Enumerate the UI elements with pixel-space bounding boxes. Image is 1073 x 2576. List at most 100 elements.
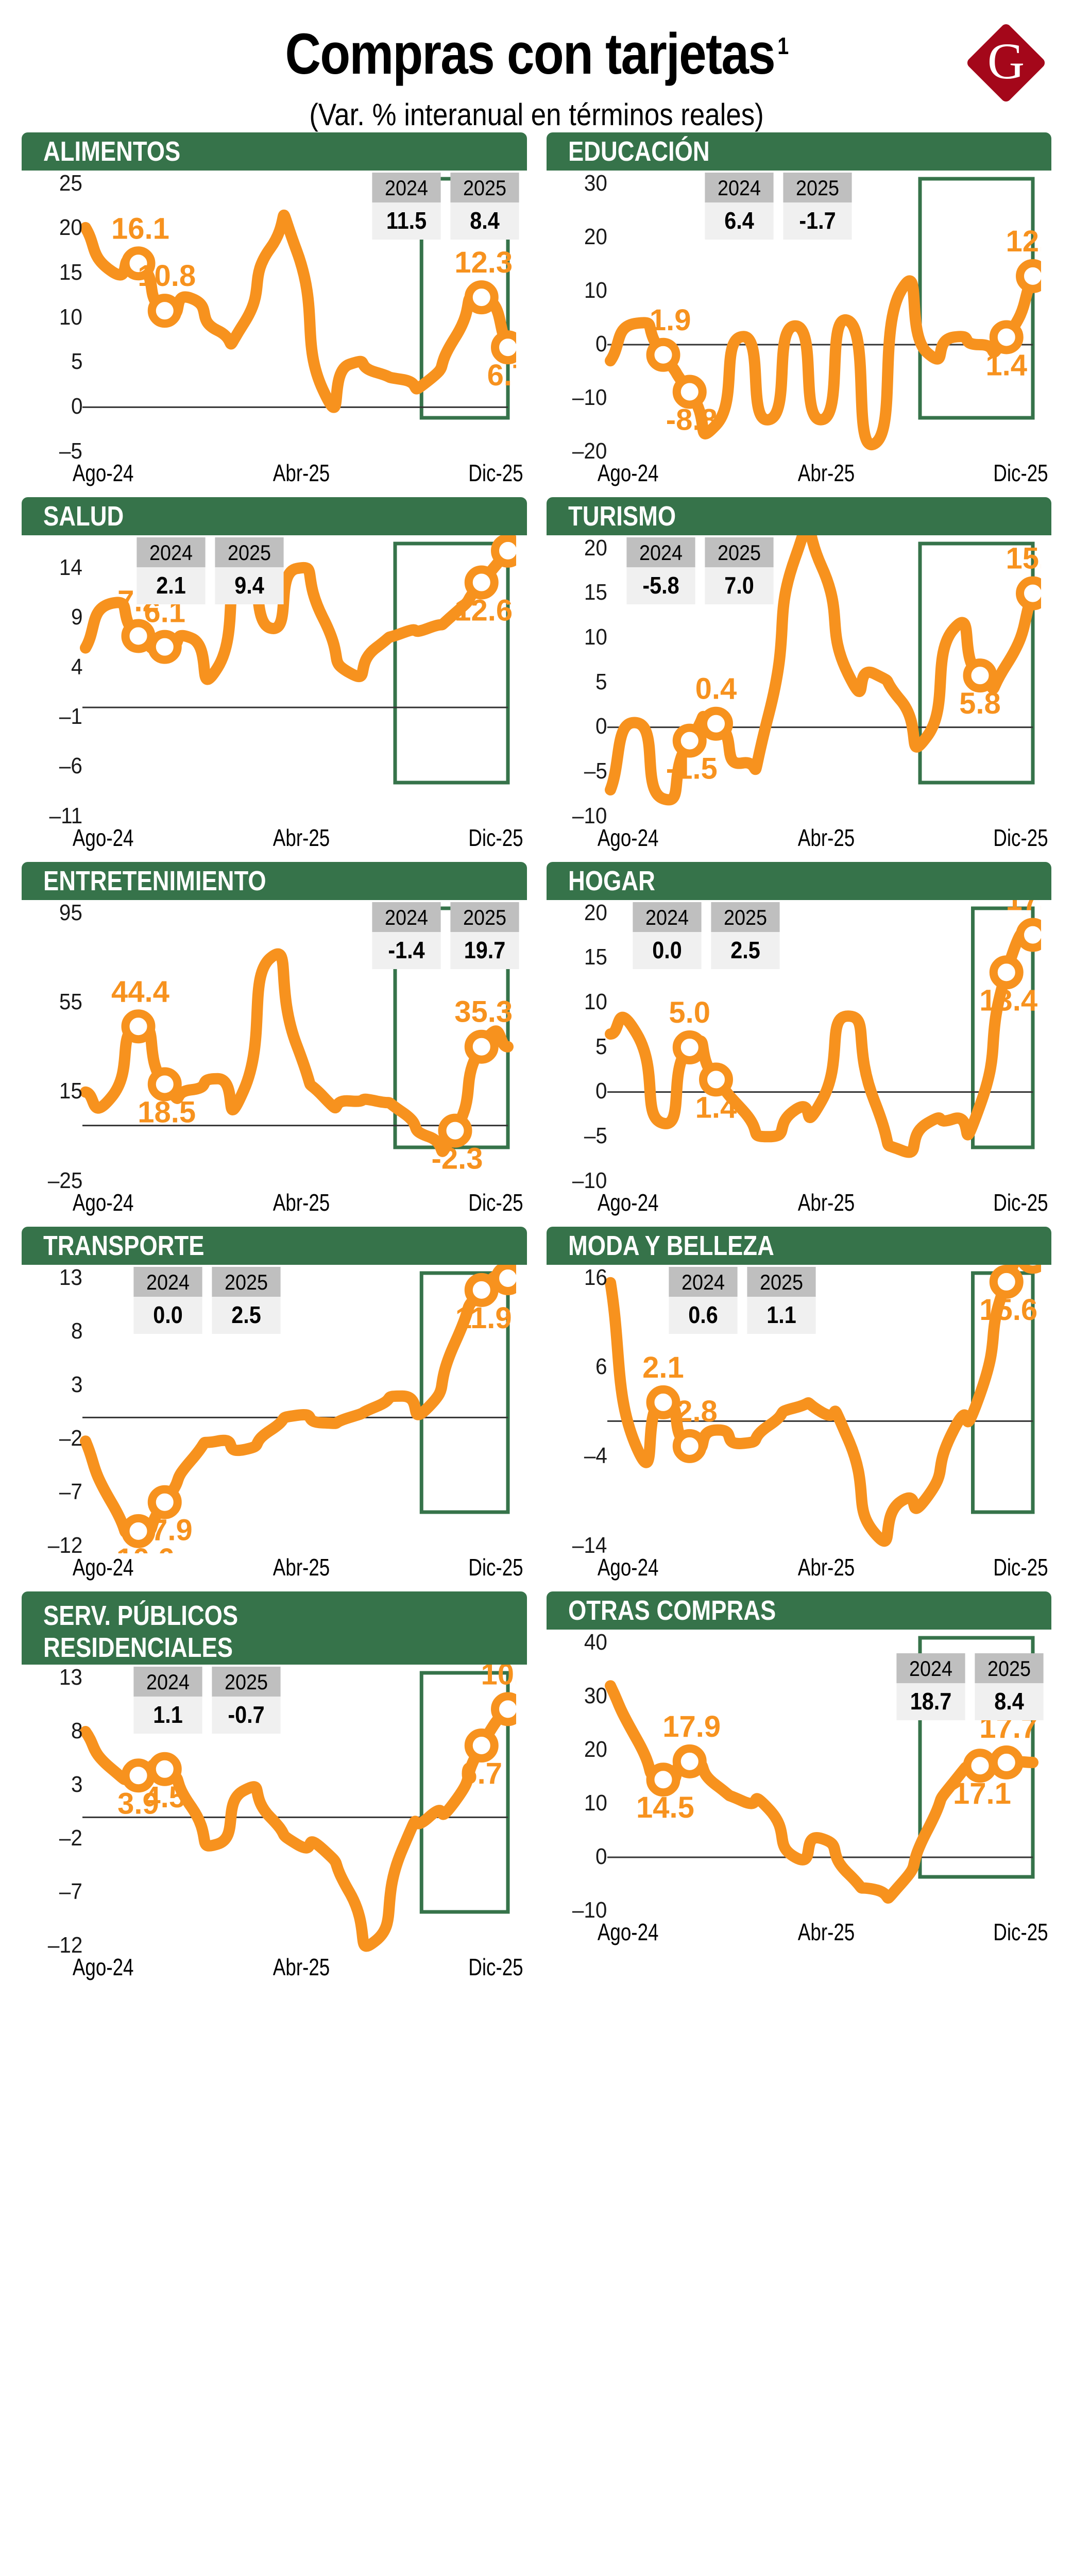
panel-title: SALUD [43,500,124,532]
y-tick-label: 30 [584,1683,607,1708]
y-tick-label: –5 [584,758,607,784]
summary-table-value: -0.7 [212,1696,281,1734]
y-tick-label: 10 [584,277,607,303]
y-tick-label: 4 [71,654,82,680]
summary-table-year: 2025 [782,172,852,202]
summary-table-value: 7.0 [704,567,774,604]
data-label: 17.6 [1006,900,1041,917]
chart-svg: 17.914.5 17.117.7 [604,1636,1038,1904]
data-point-marker [989,955,1024,989]
data-label: 44.4 [111,975,169,1008]
data-point-marker [989,1745,1024,1780]
data-label: 14.5 [636,1791,694,1824]
summary-table-value: 0.6 [668,1296,738,1334]
x-tick-label: Ago-24 [72,824,134,851]
chart-plot-area: 13.011.9-7.9-10.613 8 3 –2 –7 –12 [22,1264,527,1558]
y-tick-label: –4 [584,1443,607,1469]
summary-table-year: 2024 [133,1666,202,1697]
chart-panel-otras-compras: OTRAS COMPRAS 2024 18.7 2025 8.4 17.9 14.5 17.1… [546,1591,1052,1991]
chart-svg: -1.9 -8.8 12.8 1.4 [604,177,1041,450]
summary-table-year: 2025 [215,537,284,567]
panel-title: TURISMO [568,500,676,532]
data-point-marker [963,1748,997,1783]
chart-panel-hogar: HOGAR20240.020252.55.01.417.613.42015105… [546,861,1052,1227]
x-tick-label: Dic-25 [993,459,1048,486]
summary-table-column: 2024 -5.8 [623,537,699,604]
data-label: 1.4 [695,1091,737,1124]
data-point-marker [147,1067,182,1101]
panel-title: SERV. PÚBLICOS RESIDENCIALES [43,1600,239,1663]
y-axis-labels: 25 20 15 10 5 0 –5 [22,171,82,464]
summary-table-value: 8.4 [450,202,519,240]
y-axis-labels: 16 6 –4 –14 [547,1265,607,1558]
summary-table-value: 2.1 [137,567,206,604]
data-point-marker [491,1691,516,1726]
x-tick-label: Abr-25 [797,459,855,486]
panel-header: SERV. PÚBLICOS RESIDENCIALES [22,1591,527,1665]
data-point-marker [121,1514,156,1548]
summary-table-year: 2024 [896,1653,965,1683]
x-axis: Ago-24 Abr-25 Dic-25 [73,824,527,862]
data-label: 2.1 [642,1351,684,1384]
data-point-marker [672,375,707,409]
data-point-marker [491,1264,516,1295]
y-tick-label: 15 [584,944,607,970]
logo-letter-g: G [987,32,1025,90]
data-label: 5.0 [669,996,710,1029]
summary-table-column: 2024 -1.4 [368,902,445,969]
data-label: 10.8 [138,259,196,293]
x-tick-label: Abr-25 [797,1918,855,1945]
x-axis: Ago-24 Abr-25 Dic-25 [73,459,527,497]
x-tick-label: Abr-25 [272,824,330,851]
x-tick-label: Ago-24 [597,1918,659,1945]
chart-panel-entretenimiento: ENTRETENIMIENTO 2024 -1.4 2025 19.7 44.4 18.5 3… [22,861,527,1227]
gestion-logo: G [965,22,1047,104]
x-tick-label: Abr-25 [797,1553,855,1581]
data-point-marker [147,1752,182,1786]
x-axis: Ago-24 Abr-25 Dic-25 [597,1918,1052,1956]
summary-table: 2024 6.4 2025 -1.7 [701,172,856,240]
summary-table-year: 2025 [746,1266,816,1297]
panel-header: MODA Y BELLEZA [546,1226,1051,1265]
summary-table-year: 2025 [212,1666,281,1697]
panel-header: TRANSPORTE [22,1226,527,1265]
summary-table: 2024 1.1 2025 -0.7 [130,1666,284,1734]
summary-table-value: 1.1 [746,1296,816,1334]
series-line [80,948,514,1157]
highlight-box [393,541,510,785]
y-tick-label: 13 [59,1264,82,1290]
charts-grid: ALIMENTOS202411.520258.416.110.812.36.72… [0,132,1073,1991]
x-tick-label: Abr-25 [272,1189,330,1216]
data-label: -2.3 [432,1142,483,1175]
summary-table-column: 2025 2.5 [707,902,784,969]
x-tick-label: Ago-24 [597,1553,659,1581]
y-tick-label: –2 [59,1425,82,1451]
data-point-marker [464,1273,499,1307]
data-label: 6.7 [461,1757,502,1790]
data-point-marker [464,280,499,314]
y-tick-label: 20 [584,900,607,925]
y-tick-label: –25 [47,1167,82,1193]
y-axis-labels: 20 15 10 5 0 –5 –10 [547,535,607,828]
data-label: -2.8 [666,1394,717,1428]
chart-svg: 2.1-2.818.415.6 [604,1264,1041,1547]
panel-header: OTRAS COMPRAS [546,1591,1051,1630]
data-label: 12.3 [454,246,513,279]
summary-table-column: 2025 8.4 [447,172,523,240]
summary-table-column: 2025 7.0 [701,537,777,604]
chart-plot-area: 5.0 1.4 17.6 13.4 20 15 10 5 0 –5 –10 [547,900,1052,1193]
summary-table-year: 2025 [450,902,519,932]
y-tick-label: 6 [595,1353,607,1379]
summary-table-column: 2025 8.4 [971,1653,1047,1720]
x-tick-label: Abr-25 [272,1953,330,1980]
summary-table-year: 2024 [371,902,441,932]
y-axis-labels: 95 55 15 –25 [22,900,82,1193]
y-tick-label: –7 [59,1878,82,1904]
data-point-marker [1017,1264,1041,1274]
x-tick-label: Dic-25 [468,1553,523,1581]
summary-table: 2024 0.0 2025 2.5 [629,902,784,969]
panel-title: MODA Y BELLEZA [568,1230,774,1261]
y-tick-label: 15 [59,259,82,285]
summary-table-value: 0.0 [632,931,702,969]
